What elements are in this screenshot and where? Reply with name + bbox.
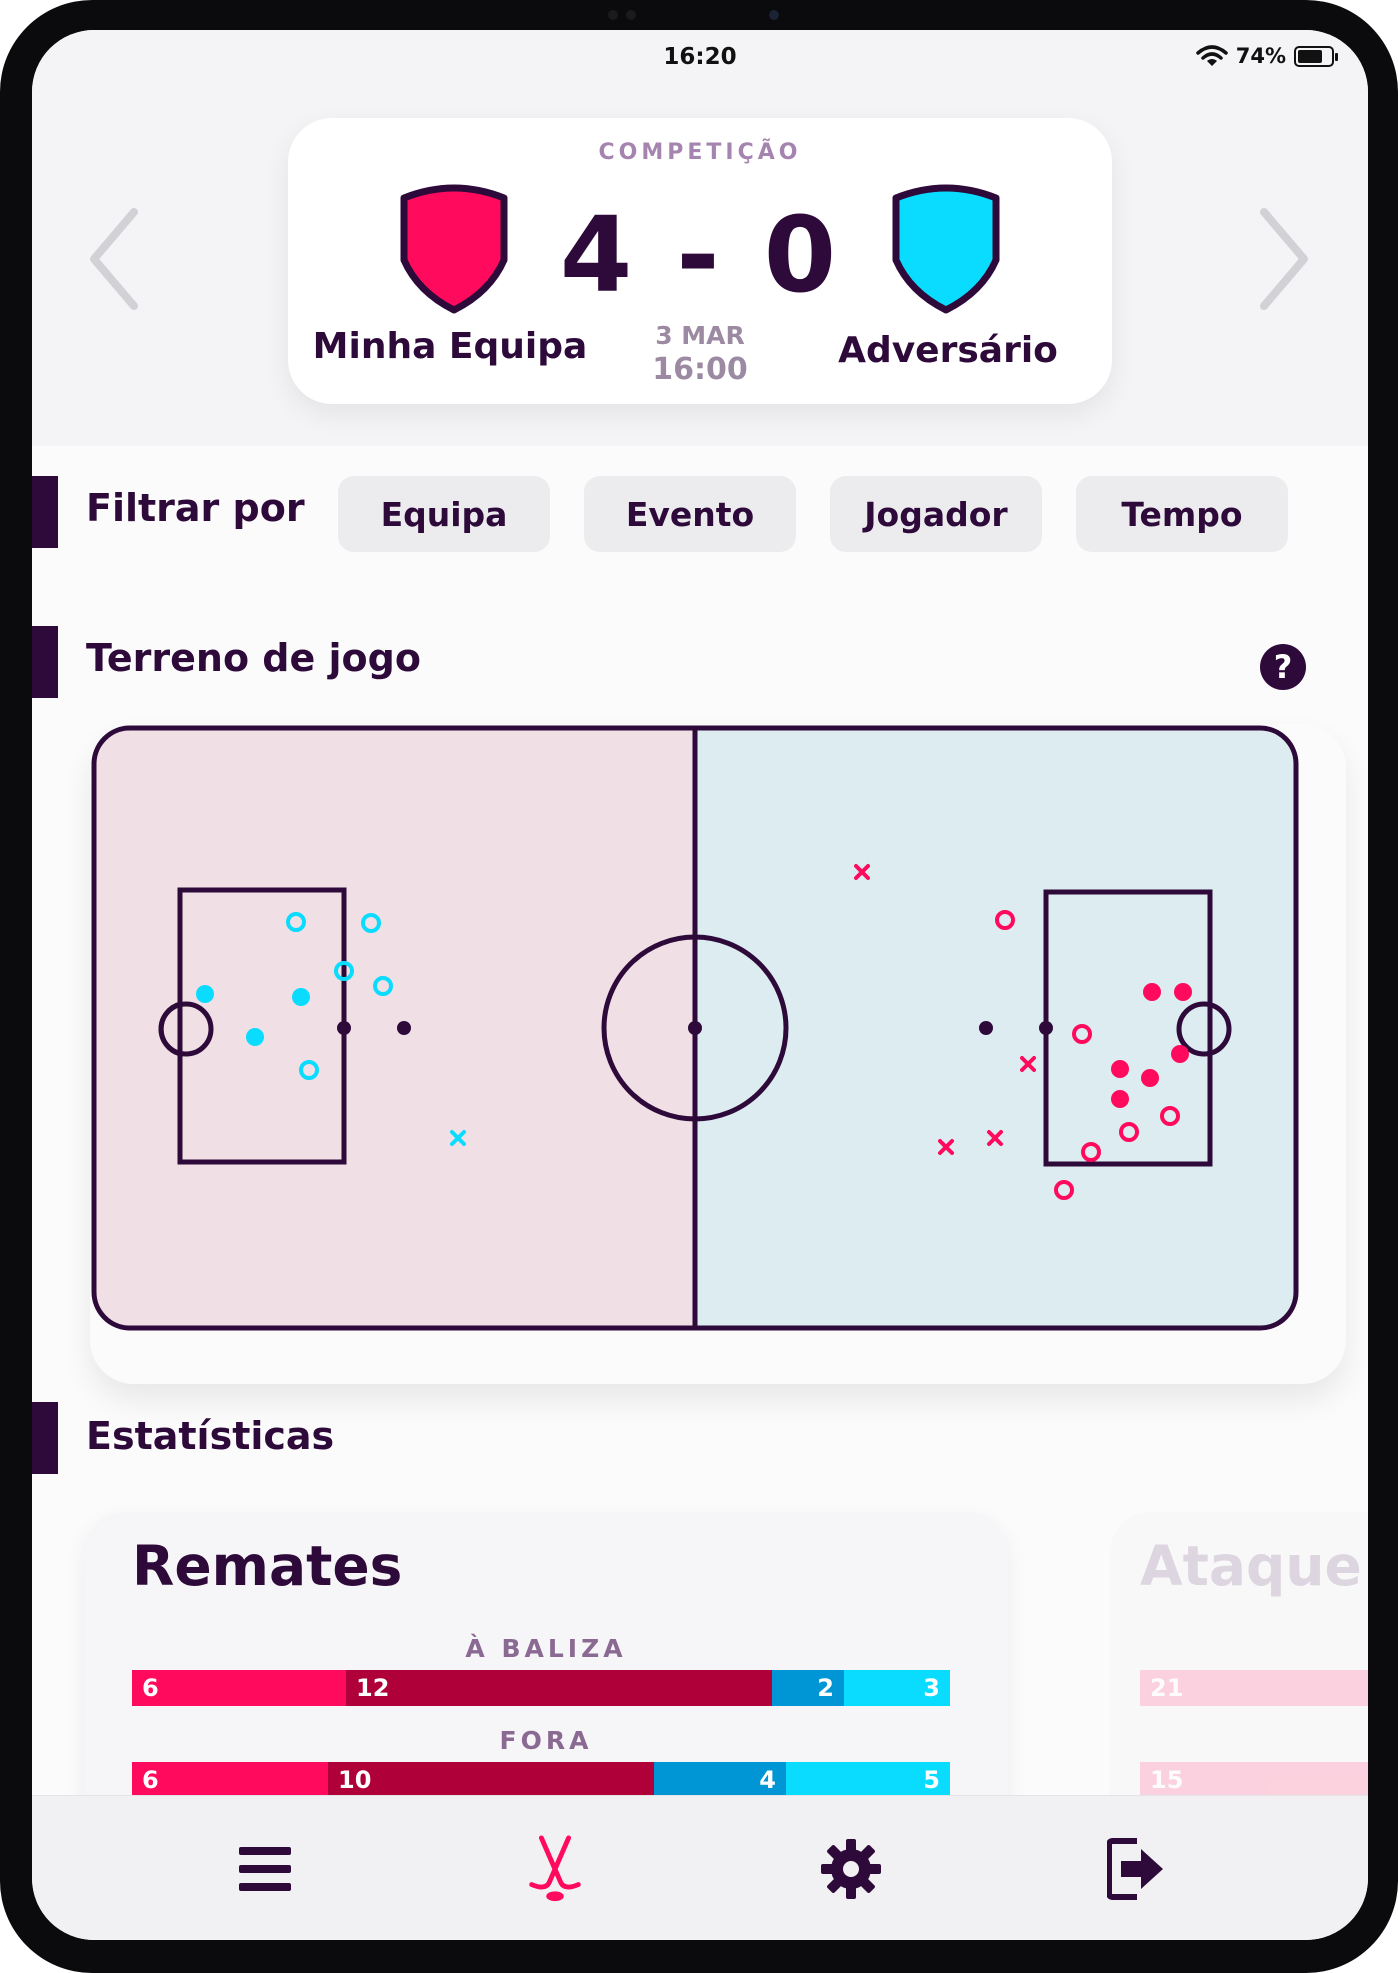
match-score: 4 - 0 <box>559 194 841 316</box>
stat-bar: 15 <box>1140 1762 1368 1798</box>
filter-time-button[interactable]: Tempo <box>1076 476 1288 552</box>
status-time: 16:20 <box>663 44 737 70</box>
stat-bar-on-target: 6 12 2 3 <box>132 1670 950 1706</box>
shot-off-target-marker <box>995 910 1015 930</box>
shot-off-target-marker <box>286 912 306 932</box>
pitch-map[interactable] <box>90 724 1346 1384</box>
match-time: 16:00 <box>652 352 748 387</box>
home-team-events <box>854 864 1192 1200</box>
stat-row-label: FORA <box>499 1726 593 1755</box>
section-marker <box>32 626 58 698</box>
away-team-events <box>196 912 466 1146</box>
away-off-target-segment: 4 <box>654 1762 786 1798</box>
home-off-target-total-segment: 10 <box>328 1762 654 1798</box>
miss-cross-marker <box>938 1139 954 1155</box>
stat-bar-off-target: 6 10 4 5 <box>132 1762 950 1798</box>
front-camera <box>769 10 779 20</box>
field-card <box>90 724 1346 1384</box>
match-score-card[interactable]: COMPETIÇÃO 4 - 0 Minha Equipa 3 MAR 16:0… <box>288 118 1112 404</box>
shot-off-target-marker <box>1054 1180 1074 1200</box>
filter-event-button[interactable]: Evento <box>584 476 796 552</box>
field-section-title: Terreno de jogo <box>86 636 421 680</box>
miss-cross-marker <box>854 864 870 880</box>
away-off-target-total-segment: 5 <box>786 1762 950 1798</box>
shot-off-target-marker <box>1081 1142 1101 1162</box>
home-half <box>94 728 695 1328</box>
pitch-spots <box>337 1021 1053 1035</box>
next-match-chevron-right-icon[interactable] <box>1254 206 1314 312</box>
shot-off-target-marker <box>299 1060 319 1080</box>
shot-on-target-marker <box>292 988 310 1006</box>
section-marker <box>32 476 58 548</box>
battery-percent: 74% <box>1235 44 1286 68</box>
home-on-target-total-segment: 12 <box>346 1670 772 1706</box>
stat-card-title: Ataque <box>1140 1534 1362 1598</box>
shot-on-target-marker <box>1171 1045 1189 1063</box>
shot-off-target-marker <box>373 976 393 996</box>
stat-segment: 21 <box>1140 1670 1368 1706</box>
away-on-target-segment: 2 <box>772 1670 844 1706</box>
away-half-fill <box>695 728 740 1328</box>
shot-off-target-marker <box>1072 1024 1092 1044</box>
previous-match-chevron-left-icon[interactable] <box>84 206 144 312</box>
miss-cross-marker <box>987 1130 1003 1146</box>
stat-row-label: À BALIZA <box>465 1634 627 1663</box>
away-team-shield-icon <box>892 184 1000 314</box>
home-off-target-segment: 6 <box>132 1762 328 1798</box>
gear-icon[interactable] <box>816 1834 886 1904</box>
filter-title: Filtrar por <box>86 486 305 530</box>
sensor <box>626 10 636 20</box>
shot-on-target-marker <box>1174 983 1192 1001</box>
sensor <box>608 10 618 20</box>
away-half <box>695 728 1296 1328</box>
shot-off-target-marker <box>361 913 381 933</box>
miss-cross-marker <box>1020 1056 1036 1072</box>
help-icon[interactable]: ? <box>1260 644 1306 690</box>
shot-on-target-marker <box>1143 983 1161 1001</box>
shot-off-target-marker <box>334 961 354 981</box>
home-half-fill <box>650 728 695 1328</box>
stat-card-title: Remates <box>132 1534 403 1598</box>
away-on-target-total-segment: 3 <box>844 1670 950 1706</box>
stat-segment: 15 <box>1140 1762 1368 1798</box>
wifi-icon <box>1195 45 1228 66</box>
filter-team-button[interactable]: Equipa <box>338 476 550 552</box>
miss-cross-marker <box>450 1130 466 1146</box>
bottom-tab-bar <box>32 1795 1368 1940</box>
logout-icon[interactable] <box>1102 1834 1172 1904</box>
stats-section-title: Estatísticas <box>86 1414 335 1458</box>
competition-label: COMPETIÇÃO <box>598 140 802 165</box>
away-team-name: Adversário <box>838 330 1058 371</box>
stat-bar: 21 <box>1140 1670 1368 1706</box>
shot-on-target-marker <box>1141 1069 1159 1087</box>
home-team-shield-icon <box>400 184 508 314</box>
home-on-target-segment: 6 <box>132 1670 346 1706</box>
shot-on-target-marker <box>1111 1090 1129 1108</box>
app-screen: 16:20 74% COMPETIÇÃO 4 - 0 <box>32 30 1368 1940</box>
shot-off-target-marker <box>1119 1122 1139 1142</box>
battery-icon <box>1294 45 1338 67</box>
shot-off-target-marker <box>1160 1106 1180 1126</box>
shot-on-target-marker <box>1111 1060 1129 1078</box>
hockey-sticks-icon[interactable] <box>520 1834 590 1904</box>
shot-on-target-marker <box>246 1028 264 1046</box>
match-date: 3 MAR <box>655 321 745 350</box>
shot-on-target-marker <box>196 985 214 1003</box>
menu-icon[interactable] <box>230 1834 300 1904</box>
home-team-name: Minha Equipa <box>312 326 588 367</box>
status-indicators: 74% <box>1195 44 1338 68</box>
section-marker <box>32 1402 58 1474</box>
filter-player-button[interactable]: Jogador <box>830 476 1042 552</box>
